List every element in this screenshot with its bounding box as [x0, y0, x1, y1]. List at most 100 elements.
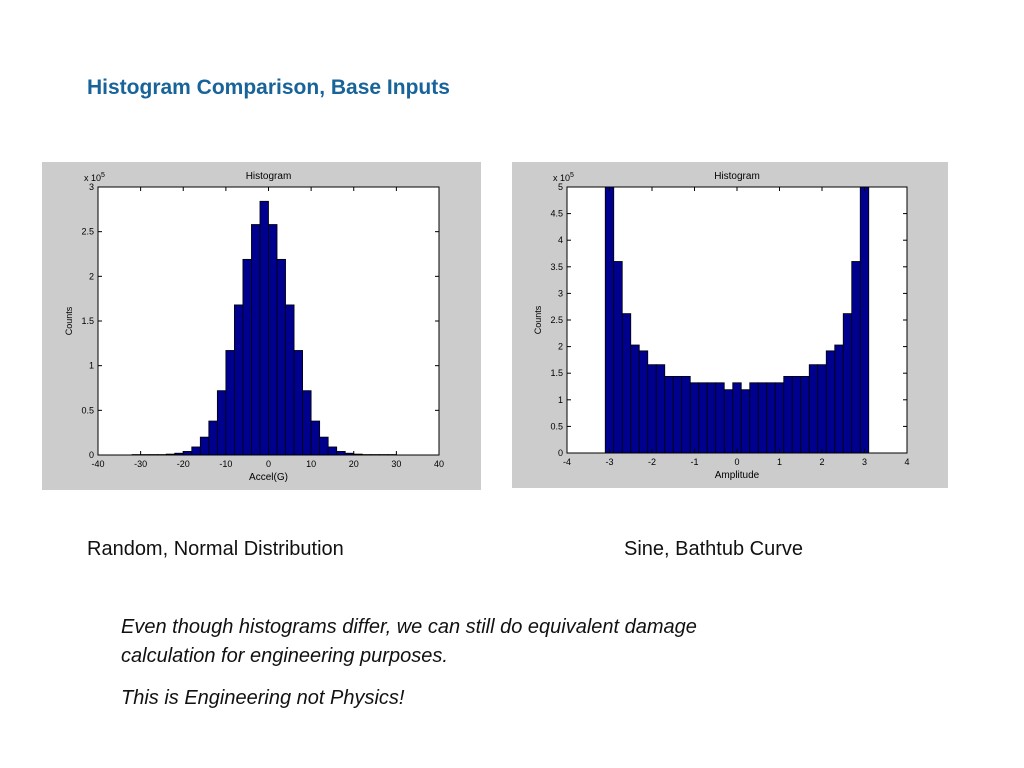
histogram-bar	[199, 436, 210, 456]
histogram-bar	[242, 258, 252, 456]
y-tick-label: 2	[558, 342, 563, 352]
histogram-bar	[310, 420, 321, 456]
slide-title: Histogram Comparison, Base Inputs	[87, 76, 450, 99]
x-tick-label: -10	[219, 459, 232, 469]
histogram-bar	[664, 375, 674, 454]
histogram-bar	[613, 261, 623, 454]
histogram-bar	[302, 390, 312, 456]
caption-left: Random, Normal Distribution	[87, 538, 344, 560]
histogram-bar	[825, 350, 836, 454]
y-tick-label: 0.5	[550, 421, 563, 431]
y-multiplier-label: x 105	[553, 172, 574, 183]
y-tick-label: 0	[558, 448, 563, 458]
y-tick-label: 1.5	[550, 368, 563, 378]
y-axis-label: Counts	[64, 306, 74, 335]
note-paragraph-1: Even though histograms differ, we can st…	[121, 613, 801, 671]
note-paragraph-2: This is Engineering not Physics!	[121, 687, 405, 709]
y-tick-label: 2.5	[550, 315, 563, 325]
x-tick-label: 40	[434, 459, 444, 469]
histogram-bar	[842, 313, 853, 454]
x-tick-label: 30	[391, 459, 401, 469]
histogram-bar	[638, 350, 649, 454]
x-tick-label: 0	[734, 457, 739, 467]
x-tick-label: -30	[134, 459, 147, 469]
x-axis-label: Accel(G)	[249, 472, 288, 483]
histogram-bar	[791, 375, 802, 454]
histogram-bar	[851, 261, 861, 454]
x-tick-label: -4	[563, 457, 571, 467]
x-tick-label: -2	[648, 457, 656, 467]
x-tick-label: 1	[777, 457, 782, 467]
histogram-chart-left: -40 -30 -20 -10 0 10 20 30 40 0 0.5 1 1.5 2 2.5 3 Histog…	[64, 171, 444, 483]
histogram-bar	[268, 224, 278, 456]
x-tick-label: -40	[91, 459, 104, 469]
histogram-bar	[208, 420, 218, 456]
y-tick-label: 1.5	[81, 316, 94, 326]
histogram-bar	[319, 436, 329, 456]
y-tick-label: 3	[558, 288, 563, 298]
histogram-bar	[182, 451, 193, 456]
histogram-bar	[766, 382, 776, 454]
x-tick-label: -1	[690, 457, 698, 467]
caption-right: Sine, Bathtub Curve	[624, 538, 803, 560]
histogram-bar	[681, 375, 691, 454]
y-tick-label: 4	[558, 235, 563, 245]
histogram-bar	[336, 451, 346, 456]
histogram-bar	[715, 382, 725, 454]
histogram-bar	[630, 344, 640, 454]
histogram-bar	[689, 382, 700, 454]
histogram-bar	[647, 364, 657, 454]
x-tick-label: 10	[306, 459, 316, 469]
histogram-bar	[698, 382, 708, 454]
histogram-bar	[327, 446, 338, 456]
histogram-bar	[672, 375, 683, 454]
histogram-bar	[604, 186, 615, 454]
note-line-2: calculation for engineering purposes.	[121, 645, 448, 667]
histogram-chart-right: -4 -3 -2 -1 0 1 2 3 4 0 0.5 1 1.5 2 2.5 3 3.5 4 4.5 5 Histog…	[533, 171, 910, 481]
y-tick-label: 2	[89, 271, 94, 281]
y-tick-label: 0.5	[81, 405, 94, 415]
x-tick-label: 3	[862, 457, 867, 467]
histogram-bar	[808, 364, 819, 454]
x-axis-label: Amplitude	[715, 470, 760, 481]
histogram-bar	[774, 382, 785, 454]
y-tick-label: 2.5	[81, 227, 94, 237]
y-tick-label: 3.5	[550, 262, 563, 272]
histogram-bar	[251, 224, 261, 456]
note-line-1: Even though histograms differ, we can st…	[121, 616, 697, 638]
x-tick-label: -3	[605, 457, 613, 467]
histogram-bar	[259, 200, 269, 456]
y-multiplier-label: x 105	[84, 172, 105, 183]
chart-title: Histogram	[714, 171, 760, 182]
x-tick-label: 20	[349, 459, 359, 469]
y-tick-label: 1	[89, 361, 94, 371]
chart-title: Histogram	[246, 171, 292, 182]
histogram-bar	[800, 375, 810, 454]
y-axis-label: Counts	[533, 305, 543, 334]
x-tick-label: 2	[819, 457, 824, 467]
histogram-bar	[757, 382, 768, 454]
y-tick-label: 0	[89, 450, 94, 460]
figure-right-bathtub-histogram: -4 -3 -2 -1 0 1 2 3 4 0 0.5 1 1.5 2 2.5 3 3.5 4 4.5 5 Histog…	[512, 162, 948, 488]
histogram-bar	[783, 375, 793, 454]
histogram-bar	[285, 304, 295, 456]
y-tick-label: 4.5	[550, 209, 563, 219]
figure-left-normal-histogram: -40 -30 -20 -10 0 10 20 30 40 0 0.5 1 1.5 2 2.5 3 Histog…	[42, 162, 481, 490]
x-tick-label: 4	[904, 457, 909, 467]
histogram-bar	[225, 350, 235, 456]
histogram-bar	[706, 382, 717, 454]
histogram-bar	[216, 390, 227, 456]
histogram-bar	[191, 446, 201, 456]
histogram-bar	[749, 382, 759, 454]
histogram-bar	[817, 364, 827, 454]
x-tick-label: 0	[266, 459, 271, 469]
histogram-bar	[655, 364, 666, 454]
y-tick-label: 1	[558, 395, 563, 405]
histogram-bar	[621, 313, 632, 454]
histogram-bar	[276, 258, 286, 456]
y-tick-label: 5	[558, 182, 563, 192]
x-tick-label: -20	[177, 459, 190, 469]
y-tick-label: 3	[89, 182, 94, 192]
histogram-bar	[293, 350, 303, 456]
histogram-bar	[732, 382, 742, 454]
